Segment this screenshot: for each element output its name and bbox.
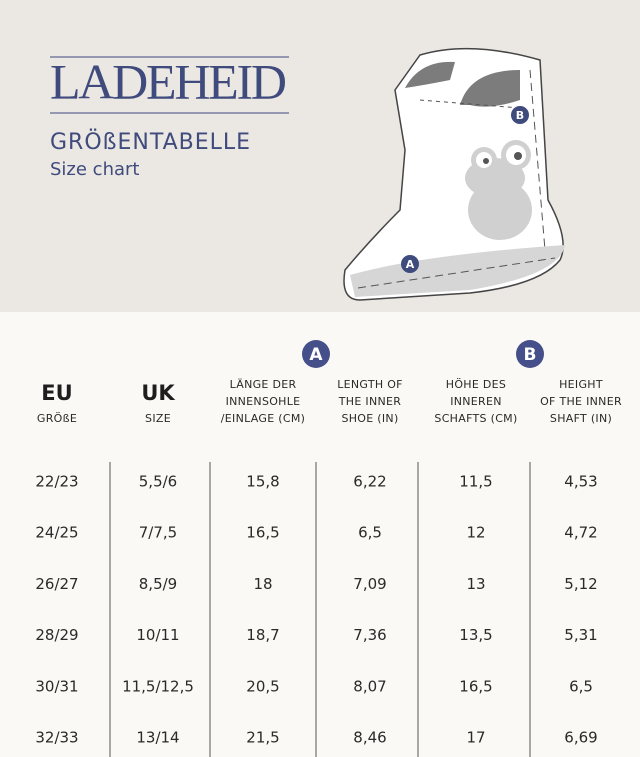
boot-illustration: A B — [343, 47, 565, 301]
title: GRÖßENTABELLE — [50, 129, 251, 155]
boot-label-a: A — [406, 258, 415, 271]
table-cell: 8,46 — [353, 729, 386, 747]
table-cell: 7,09 — [353, 575, 386, 593]
table-cell: 6,22 — [353, 473, 386, 491]
column-header-line: INNENSOHLE — [226, 395, 301, 408]
column-title: EU — [41, 381, 72, 405]
column-subtitle: GRÖßE — [37, 412, 77, 425]
column-header-line: LÄNGE DER — [230, 378, 297, 391]
table-cell: 4,72 — [564, 524, 597, 542]
table-cell: 16,5 — [246, 524, 279, 542]
table-cell: 16,5 — [459, 677, 492, 695]
table-cell: 6,69 — [564, 729, 597, 747]
subtitle: Size chart — [50, 159, 139, 180]
table-cell: 24/25 — [35, 524, 78, 542]
table-cell: 8,5/9 — [139, 575, 177, 593]
table-cell: 30/31 — [35, 677, 78, 695]
table-cell: 8,07 — [353, 677, 386, 695]
column-header-line: OF THE INNER — [540, 395, 622, 408]
column-header-line: /EINLAGE (CM) — [221, 412, 305, 425]
group-label-b: B — [524, 345, 537, 365]
table-cell: 13/14 — [136, 729, 179, 747]
table-cell: 26/27 — [35, 575, 78, 593]
brand: LADEHEID — [50, 53, 288, 109]
column-header-line: THE INNER — [338, 395, 401, 408]
table-cell: 11,5/12,5 — [122, 677, 194, 695]
table-cell: 21,5 — [246, 729, 279, 747]
table-cell: 5,12 — [564, 575, 597, 593]
table-cell: 6,5 — [358, 524, 382, 542]
table-cell: 7/7,5 — [139, 524, 177, 542]
table-cell: 32/33 — [35, 729, 78, 747]
table-cell: 22/23 — [35, 473, 78, 491]
table-cell: 7,36 — [353, 626, 386, 644]
table-cell: 11,5 — [459, 473, 492, 491]
table-cell: 15,8 — [246, 473, 279, 491]
column-title: UK — [141, 381, 175, 405]
column-header-line: SHAFT (IN) — [550, 412, 612, 425]
table-cell: 20,5 — [246, 677, 279, 695]
table-cell: 17 — [466, 729, 485, 747]
column-header-line: HÖHE DES — [446, 378, 506, 391]
table-cell: 5,5/6 — [139, 473, 177, 491]
boot-label-b: B — [516, 109, 524, 122]
table-cell: 13 — [466, 575, 485, 593]
column-header-line: SHOE (IN) — [341, 412, 398, 425]
column-header-line: HEIGHT — [559, 378, 603, 391]
group-label-a: A — [309, 345, 323, 365]
table-cell: 12 — [466, 524, 485, 542]
table-cell: 6,5 — [569, 677, 593, 695]
column-header-line: LENGTH OF — [337, 378, 403, 391]
table-cell: 13,5 — [459, 626, 492, 644]
table-cell: 5,31 — [564, 626, 597, 644]
column-header-line: SCHAFTS (CM) — [434, 412, 517, 425]
column-header-line: INNEREN — [450, 395, 502, 408]
table-cell: 18,7 — [246, 626, 279, 644]
table-cell: 28/29 — [35, 626, 78, 644]
column-subtitle: SIZE — [145, 412, 171, 425]
table-cell: 4,53 — [564, 473, 597, 491]
table-cell: 10/11 — [136, 626, 179, 644]
table-cell: 18 — [253, 575, 272, 593]
